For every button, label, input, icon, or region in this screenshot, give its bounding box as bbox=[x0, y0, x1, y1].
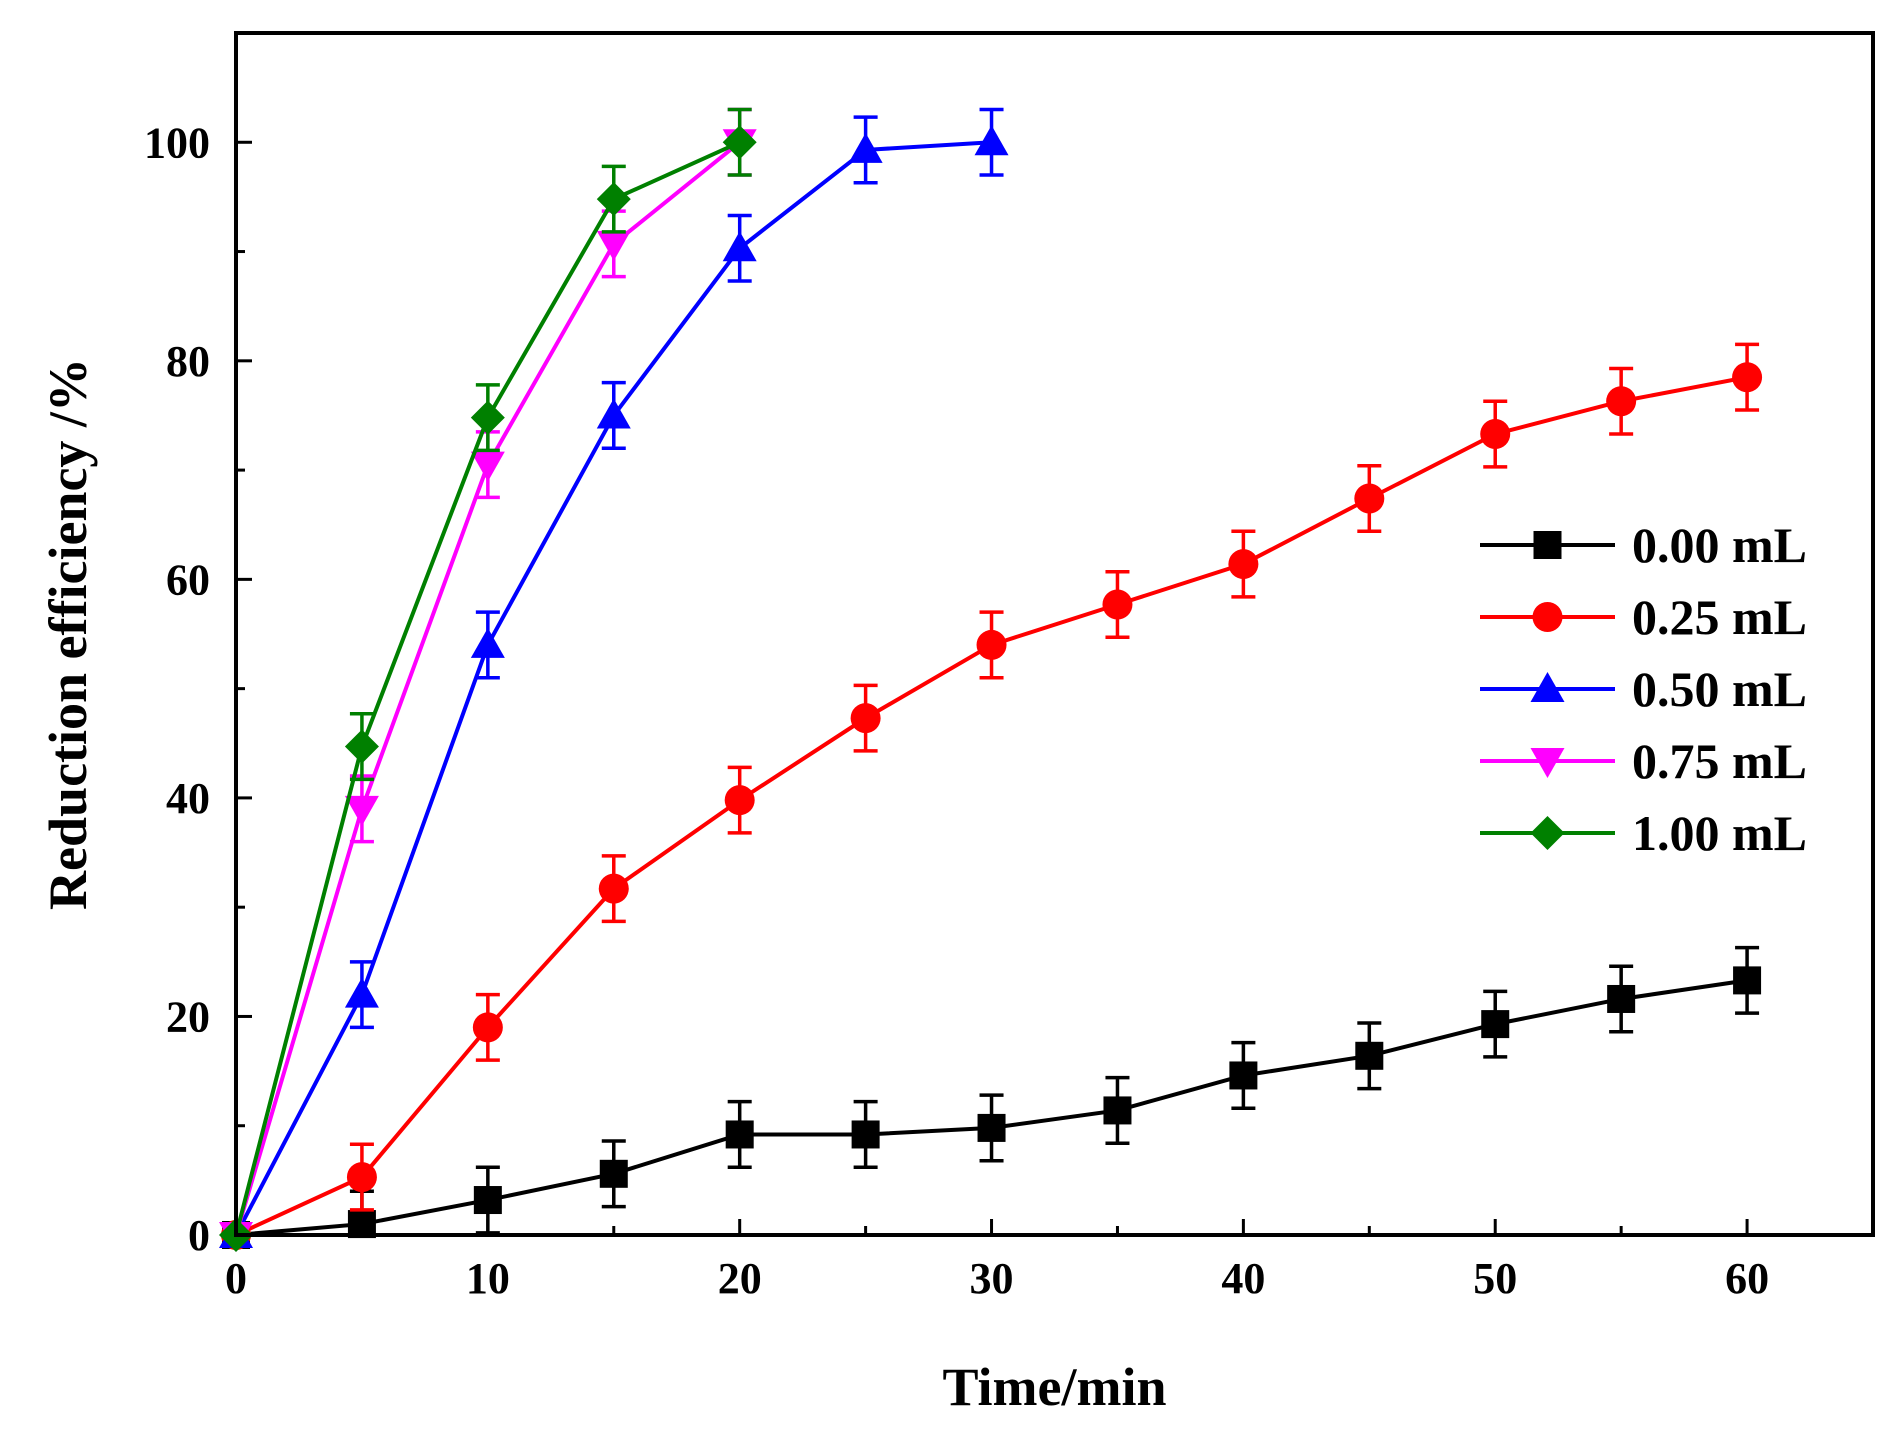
legend-item-0: 0.00 mL bbox=[1480, 517, 1807, 573]
x-tick-label: 0 bbox=[225, 1254, 247, 1303]
data-point bbox=[470, 451, 505, 482]
data-point bbox=[1607, 984, 1636, 1013]
data-point bbox=[596, 398, 631, 429]
series-line bbox=[234, 140, 992, 1236]
data-point bbox=[850, 703, 881, 734]
data-point bbox=[1732, 362, 1763, 393]
data-point bbox=[472, 1012, 503, 1043]
data-point bbox=[1354, 483, 1385, 514]
x-tick-label: 30 bbox=[970, 1254, 1014, 1303]
legend-label: 0.50 mL bbox=[1632, 661, 1807, 717]
data-point bbox=[725, 1120, 754, 1149]
data-point bbox=[724, 785, 755, 816]
legend-item-3: 0.75 mL bbox=[1480, 733, 1807, 789]
data-point bbox=[470, 627, 505, 658]
legend-item-4: 1.00 mL bbox=[1480, 805, 1807, 861]
data-point bbox=[596, 230, 631, 261]
data-point bbox=[1733, 966, 1762, 995]
data-point bbox=[1606, 386, 1637, 417]
legend-label: 1.00 mL bbox=[1632, 805, 1807, 861]
data-point bbox=[470, 400, 505, 435]
data-point bbox=[344, 729, 379, 764]
data-point bbox=[1480, 419, 1511, 450]
x-tick-label: 50 bbox=[1473, 1254, 1517, 1303]
data-point bbox=[344, 977, 379, 1008]
x-tick-label: 40 bbox=[1221, 1254, 1265, 1303]
legend-label: 0.00 mL bbox=[1632, 517, 1807, 573]
legend-marker bbox=[1532, 602, 1563, 632]
data-point bbox=[722, 231, 757, 262]
data-point bbox=[1481, 1010, 1510, 1039]
data-point bbox=[848, 132, 883, 163]
legend-item-1: 0.25 mL bbox=[1480, 589, 1807, 645]
x-tick-label: 10 bbox=[466, 1254, 510, 1303]
y-tick-label: 60 bbox=[166, 555, 210, 604]
data-point bbox=[1229, 1061, 1258, 1090]
data-point bbox=[974, 125, 1009, 156]
legend-label: 0.25 mL bbox=[1632, 589, 1807, 645]
data-point bbox=[346, 1162, 377, 1193]
legend: 0.00 mL 0.25 mL 0.50 mL 0.75 mL 1.00 mL bbox=[1480, 517, 1807, 861]
series-1 bbox=[221, 342, 1763, 1250]
x-tick-label: 20 bbox=[718, 1254, 762, 1303]
data-point bbox=[598, 873, 629, 904]
data-point bbox=[722, 125, 757, 160]
data-point bbox=[1103, 1096, 1132, 1125]
y-tick-label: 40 bbox=[166, 774, 210, 823]
y-tick-label: 100 bbox=[144, 118, 210, 167]
data-point bbox=[977, 1113, 1006, 1142]
series-3 bbox=[219, 107, 757, 1252]
legend-marker bbox=[1533, 531, 1562, 559]
legend-marker bbox=[1530, 748, 1565, 778]
plot-frame bbox=[234, 31, 1875, 1237]
series-2 bbox=[219, 107, 1009, 1248]
data-point bbox=[1102, 589, 1133, 620]
data-point bbox=[976, 629, 1007, 660]
series-line bbox=[234, 140, 741, 1236]
legend-marker bbox=[1530, 672, 1565, 702]
x-axis-title: Time/min bbox=[942, 1357, 1166, 1417]
legend-item-2: 0.50 mL bbox=[1480, 661, 1807, 717]
data-point bbox=[344, 795, 379, 826]
y-tick-label: 80 bbox=[166, 337, 210, 386]
data-point bbox=[599, 1159, 628, 1188]
data-point bbox=[1355, 1041, 1384, 1070]
data-point bbox=[1228, 549, 1259, 580]
data-point bbox=[596, 182, 631, 217]
series-0 bbox=[222, 945, 1762, 1249]
data-point bbox=[851, 1120, 880, 1149]
legend-marker bbox=[1530, 816, 1565, 850]
y-tick-label: 0 bbox=[188, 1211, 210, 1260]
y-tick-label: 20 bbox=[166, 992, 210, 1041]
legend-label: 0.75 mL bbox=[1632, 733, 1807, 789]
y-axis-title: Reduction efficiency /% bbox=[38, 358, 98, 910]
series-4 bbox=[219, 107, 757, 1252]
data-point bbox=[473, 1186, 502, 1215]
x-tick-label: 60 bbox=[1725, 1254, 1769, 1303]
series-line bbox=[234, 140, 741, 1236]
